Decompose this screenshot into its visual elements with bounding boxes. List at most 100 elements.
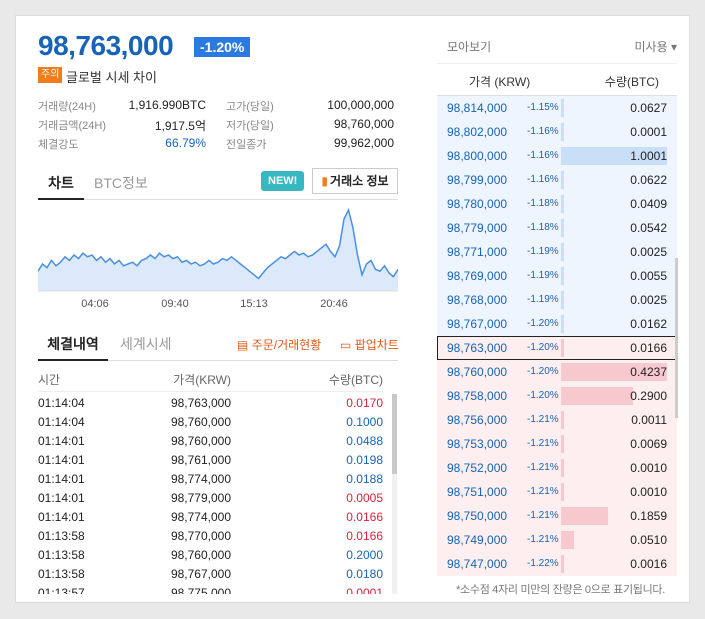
orderbook-rate: -1.21% — [527, 486, 559, 497]
trade-qty: 0.2000 — [346, 548, 383, 562]
trade-qty: 0.0188 — [346, 472, 383, 486]
orderbook-row-ask[interactable]: 98,814,000 -1.15% 0.0627 — [437, 96, 677, 120]
trade-time: 01:13:58 — [38, 567, 85, 581]
orderbook-rate: -1.20% — [527, 318, 559, 329]
orderbook-qty-bar — [561, 483, 564, 501]
orderbook-price: 98,763,000 — [447, 341, 508, 355]
orderbook-row-ask[interactable]: 98,802,000 -1.16% 0.0001 — [437, 120, 677, 144]
trade-price: 98,774,000 — [170, 510, 231, 524]
orderbook-qty: 0.0011 — [631, 413, 667, 427]
orderbook-price: 98,752,000 — [447, 461, 508, 475]
orderbook-row-bid[interactable]: 98,752,000 -1.21% 0.0010 — [437, 456, 677, 480]
orderbook-rate: -1.20% — [527, 366, 559, 377]
stat-label: 체결강도 — [38, 139, 79, 151]
orderbook-toolbar: 모아보기 미사용 ▾ — [437, 34, 677, 64]
orderbook-price: 98,747,000 — [447, 557, 508, 571]
orderbook-row-ask[interactable]: 98,780,000 -1.18% 0.0409 — [437, 192, 677, 216]
table-row: 01:14:01 98,774,000 0.0166 — [38, 508, 383, 527]
table-row: 01:14:01 98,774,000 0.0188 — [38, 470, 383, 489]
orderbook-price: 98,769,000 — [447, 269, 508, 283]
orderbook-qty: 0.0016 — [630, 557, 667, 571]
orderbook-qty: 0.0010 — [630, 461, 667, 475]
table-row: 01:14:01 98,779,000 0.0005 — [38, 489, 383, 508]
col-qty: 수량(BTC) — [604, 75, 659, 89]
trade-scrollbar[interactable] — [392, 394, 397, 594]
order-status-link[interactable]: ▤ 주문/거래현황 — [237, 336, 321, 353]
chart-line — [37, 207, 399, 280]
orderbook-price: 98,799,000 — [447, 173, 508, 187]
trade-qty: 0.0001 — [346, 586, 383, 594]
orderbook-scrollbar[interactable] — [675, 258, 678, 418]
orderbook-row-ask[interactable]: 98,799,000 -1.16% 0.0622 — [437, 168, 677, 192]
orderbook-rate: -1.16% — [527, 174, 559, 185]
trade-scrollbar-thumb[interactable] — [392, 394, 397, 474]
stat-amount: 거래금액(24H) 1,917.5억 — [38, 117, 206, 135]
orderbook-rate: -1.20% — [527, 342, 559, 353]
window-icon: ▭ — [340, 338, 352, 352]
trade-price: 98,775,000 — [170, 586, 231, 594]
orderbook-row-ask[interactable]: 98,768,000 -1.19% 0.0025 — [437, 288, 677, 312]
orderbook-row-bid[interactable]: 98,749,000 -1.21% 0.0510 — [437, 528, 677, 552]
orderbook-price: 98,750,000 — [447, 509, 508, 523]
ticker-section: 98,763,000 -1.20% 주의 글로벌 시세 차이 거래량(24H) … — [16, 16, 411, 602]
orderbook-row-bid[interactable]: 98,753,000 -1.21% 0.0069 — [437, 432, 677, 456]
orderbook-qty-bar — [561, 219, 564, 237]
trade-qty: 0.0005 — [346, 491, 383, 505]
orderbook-qty-bar — [561, 267, 564, 285]
trade-price: 98,761,000 — [170, 453, 231, 467]
tab-chart[interactable]: 차트 — [38, 172, 84, 200]
warning-text: 글로벌 시세 차이 — [66, 70, 157, 85]
trade-price: 98,760,000 — [170, 548, 231, 562]
chart-x-tick: 15:13 — [240, 298, 268, 310]
orderbook-row-current[interactable]: 98,763,000 -1.20% 0.0166 — [437, 336, 677, 360]
trade-time: 01:14:01 — [38, 434, 85, 448]
orderbook-row-bid[interactable]: 98,760,000 -1.20% 0.4237 — [437, 360, 677, 384]
tab-world-price[interactable]: 세계시세 — [120, 336, 172, 352]
orderbook-row-bid[interactable]: 98,750,000 -1.21% 0.1859 — [437, 504, 677, 528]
trade-time: 01:14:01 — [38, 472, 85, 486]
trade-qty: 0.0198 — [346, 453, 383, 467]
orderbook-qty-bar — [561, 555, 564, 573]
orderbook-rate: -1.21% — [527, 438, 559, 449]
popup-chart-link[interactable]: ▭ 팝업차트 — [340, 336, 399, 353]
orderbook-row-ask[interactable]: 98,779,000 -1.18% 0.0542 — [437, 216, 677, 240]
orderbook-rate: -1.19% — [527, 246, 559, 257]
grouping-dropdown[interactable]: 미사용 ▾ — [634, 40, 677, 54]
trade-price: 98,779,000 — [170, 491, 231, 505]
orderbook-qty: 0.4237 — [630, 365, 667, 379]
orderbook-row-ask[interactable]: 98,800,000 -1.16% 1.0001 — [437, 144, 677, 168]
orderbook-qty-bar — [561, 315, 564, 333]
stat-volume: 거래량(24H) 1,916.990BTC — [38, 98, 206, 116]
orderbook-row-ask[interactable]: 98,771,000 -1.19% 0.0025 — [437, 240, 677, 264]
orderbook-row-ask[interactable]: 98,769,000 -1.19% 0.0055 — [437, 264, 677, 288]
chart-x-tick: 20:46 — [320, 298, 348, 310]
chart-x-tick: 04:06 — [81, 298, 109, 310]
orderbook-price: 98,753,000 — [447, 437, 508, 451]
tab-trade-history[interactable]: 체결내역 — [38, 333, 108, 361]
orderbook-rate: -1.21% — [527, 462, 559, 473]
orderbook-qty-bar — [561, 123, 564, 141]
orderbook-row-bid[interactable]: 98,751,000 -1.21% 0.0010 — [437, 480, 677, 504]
orderbook-qty-bar — [561, 411, 564, 429]
exchange-info-button[interactable]: ▮ 거래소 정보 — [312, 168, 398, 194]
trade-list[interactable]: 01:14:04 98,763,000 0.0170 01:14:04 98,760,0… — [38, 394, 383, 594]
orderbook-row-ask[interactable]: 98,767,000 -1.20% 0.0162 — [437, 312, 677, 336]
orderbook-price: 98,802,000 — [447, 125, 508, 139]
orderbook-rate: -1.16% — [527, 150, 559, 161]
price-chart[interactable]: 04:06 09:40 15:13 20:46 — [37, 196, 399, 311]
trade-time: 01:14:01 — [38, 453, 85, 467]
orderbook-qty-bar — [561, 195, 564, 213]
orderbook-row-bid[interactable]: 98,747,000 -1.22% 0.0016 — [437, 552, 677, 576]
trade-time: 01:13:58 — [38, 548, 85, 562]
orderbook-row-bid[interactable]: 98,758,000 -1.20% 0.2900 — [437, 384, 677, 408]
orderbook-price: 98,758,000 — [447, 389, 508, 403]
table-row: 01:14:01 98,761,000 0.0198 — [38, 451, 383, 470]
orderbook-rate: -1.21% — [527, 534, 559, 545]
orderbook-rate: -1.16% — [527, 126, 559, 137]
orderbook-row-bid[interactable]: 98,756,000 -1.21% 0.0011 — [437, 408, 677, 432]
orderbook-rate: -1.21% — [527, 414, 559, 425]
current-price: 98,763,000 — [38, 30, 174, 61]
orderbook-qty: 0.0001 — [630, 125, 667, 139]
tab-btc-info[interactable]: BTC정보 — [94, 175, 148, 191]
orderbook-price: 98,779,000 — [447, 221, 508, 235]
